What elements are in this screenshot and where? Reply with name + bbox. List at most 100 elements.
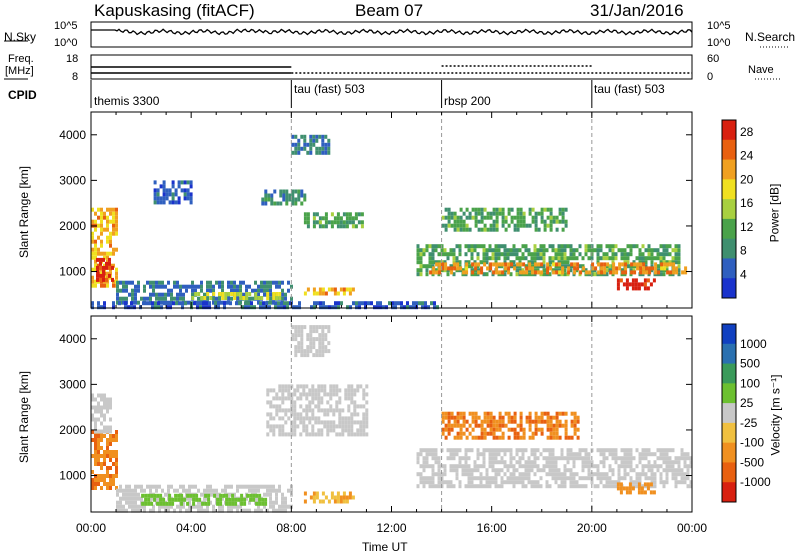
heatmap-cell	[305, 404, 309, 409]
heatmap-cell	[480, 423, 484, 428]
heatmap-cell	[287, 392, 291, 397]
heatmap-cell	[329, 408, 333, 413]
heatmap-cell	[162, 501, 166, 506]
heatmap-cell	[269, 484, 272, 489]
heatmap-cell	[482, 484, 486, 489]
heatmap-cell	[581, 264, 585, 269]
heatmap-cell	[683, 460, 687, 465]
colorbar-band	[722, 343, 736, 365]
heatmap-cell	[193, 301, 196, 306]
heatmap-cell	[581, 256, 585, 261]
heatmap-cell	[482, 252, 486, 257]
heatmap-cell	[659, 448, 663, 453]
heatmap-cell	[308, 432, 312, 437]
heatmap-cell	[534, 219, 538, 224]
heatmap-cell	[335, 400, 339, 405]
heatmap-cell	[638, 260, 642, 265]
heatmap-cell	[173, 284, 176, 289]
heatmap-cell	[233, 492, 236, 497]
y-tick-label: 1000	[59, 469, 86, 483]
heatmap-cell	[109, 397, 112, 402]
heatmap-cell	[266, 432, 270, 437]
heatmap-cell	[446, 256, 450, 261]
heatmap-cell	[336, 291, 340, 296]
heatmap-cell	[212, 508, 215, 513]
heatmap-cell	[540, 262, 544, 267]
heatmap-cell	[659, 244, 663, 249]
heatmap-cell	[182, 484, 185, 489]
heatmap-cell	[275, 492, 278, 497]
heatmap-cell	[257, 508, 260, 513]
heatmap-cell	[221, 288, 224, 293]
heatmap-cell	[542, 252, 546, 257]
heatmap-cell	[542, 268, 546, 273]
heatmap-cell	[617, 480, 621, 485]
heatmap-cell	[506, 464, 510, 469]
heatmap-cell	[665, 260, 669, 265]
colorbar-band	[722, 258, 736, 279]
heatmap-cell	[623, 476, 627, 481]
heatmap-cell	[641, 452, 645, 457]
heatmap-cell	[563, 480, 567, 485]
heatmap-cell	[626, 264, 630, 269]
heatmap-cell	[191, 288, 194, 293]
heatmap-cell	[488, 256, 492, 261]
heatmap-cell	[127, 305, 130, 310]
heatmap-cell	[300, 146, 304, 151]
heatmap-cell	[476, 456, 480, 461]
heatmap-cell	[223, 305, 226, 310]
heatmap-cell	[653, 480, 657, 485]
heatmap-cell	[152, 280, 155, 285]
heatmap-cell	[575, 256, 579, 261]
heatmap-cell	[512, 264, 516, 269]
heatmap-cell	[157, 301, 160, 306]
heatmap-cell	[103, 215, 106, 220]
heatmap-cell	[125, 288, 128, 293]
heatmap-cell	[485, 252, 489, 257]
heatmap-cell	[312, 337, 316, 342]
heatmap-cell	[482, 460, 486, 465]
heatmap-cell	[362, 420, 366, 425]
heatmap-cell	[155, 496, 158, 501]
heatmap-cell	[458, 484, 462, 489]
heatmap-cell	[431, 448, 435, 453]
heatmap-cell	[350, 428, 354, 433]
heatmap-cell	[593, 248, 597, 253]
heatmap-cell	[521, 476, 525, 481]
heatmap-cell	[278, 280, 281, 285]
heatmap-cell	[122, 296, 125, 301]
colorbar-band	[722, 482, 736, 503]
heatmap-cell	[316, 301, 319, 306]
heatmap-cell	[492, 435, 496, 440]
heatmap-cell	[512, 468, 516, 473]
heatmap-cell	[645, 270, 649, 275]
heatmap-cell	[578, 456, 582, 461]
heatmap-cell	[515, 476, 519, 481]
heatmap-cell	[438, 266, 442, 271]
heatmap-cell	[106, 482, 109, 486]
heatmap-cell	[165, 196, 169, 201]
heatmap-cell	[576, 415, 580, 420]
heatmap-cell	[455, 448, 459, 453]
heatmap-cell	[605, 476, 609, 481]
heatmap-cell	[109, 271, 112, 276]
heatmap-cell	[143, 504, 146, 509]
heatmap-cell	[500, 244, 504, 249]
heatmap-cell	[689, 464, 693, 469]
heatmap-cell	[334, 301, 337, 306]
heatmap-cell	[473, 468, 477, 473]
heatmap-cell	[644, 464, 648, 469]
heatmap-cell	[125, 280, 128, 285]
heatmap-cell	[162, 497, 166, 502]
heatmap-cell	[549, 266, 553, 271]
heatmap-cell	[293, 388, 297, 393]
heatmap-cell	[573, 427, 577, 432]
heatmap-cell	[206, 280, 209, 285]
heatmap-cell	[462, 431, 466, 436]
heatmap-cell	[480, 266, 484, 271]
heatmap-cell	[345, 212, 349, 217]
heatmap-cell	[560, 472, 564, 477]
heatmap-cell	[521, 456, 525, 461]
heatmap-cell	[350, 396, 354, 401]
heatmap-cell	[473, 476, 477, 481]
